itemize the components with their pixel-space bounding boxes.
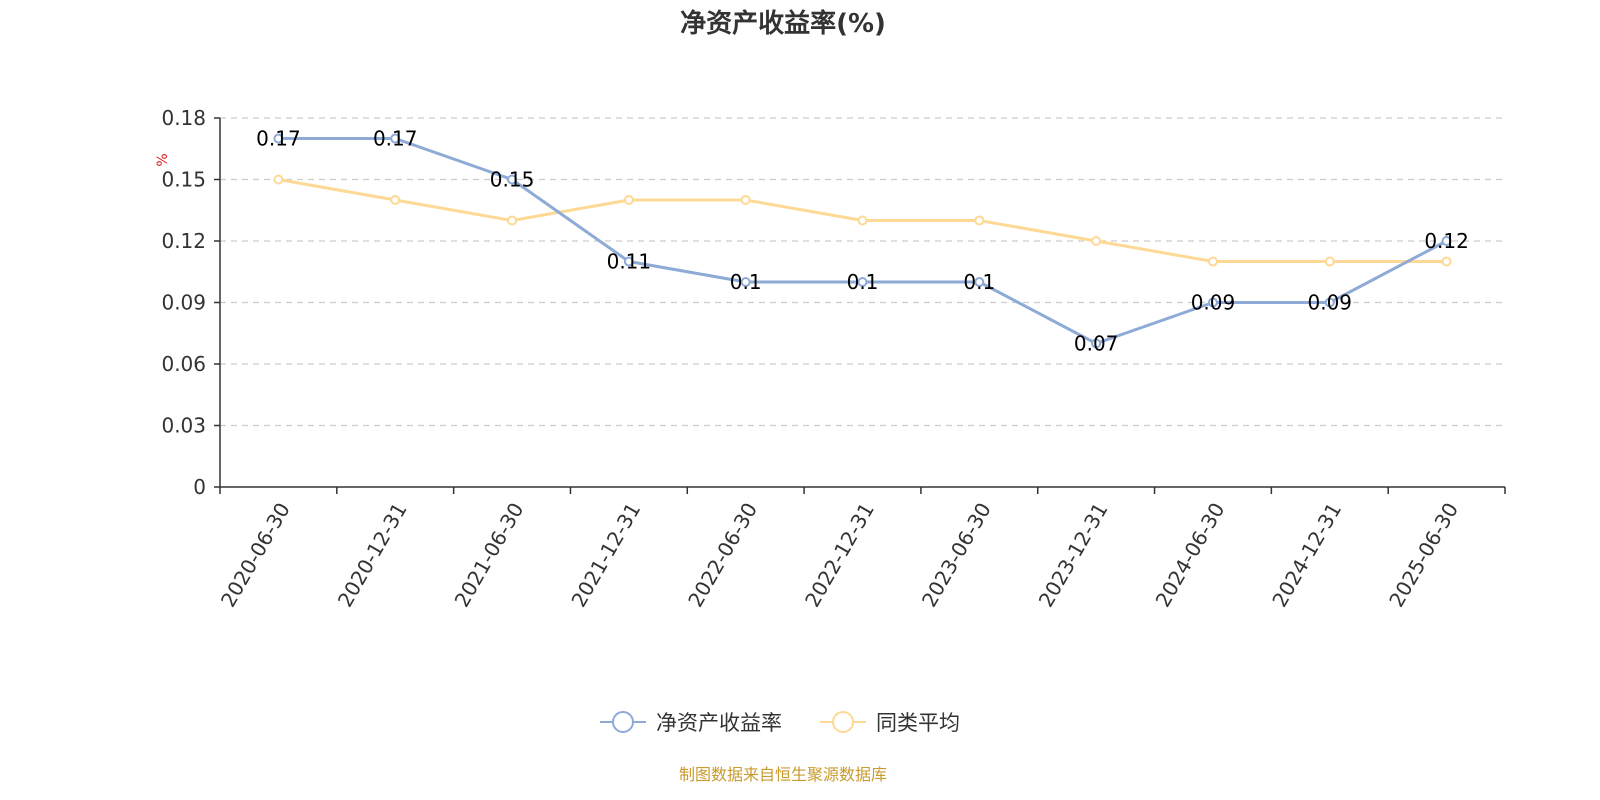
y-tick-label: 0.12 [161, 229, 206, 253]
series-point-0 [740, 277, 751, 287]
y-tick-label: 0 [193, 475, 206, 499]
data-label: 0.09 [1191, 291, 1236, 315]
x-tick-label: 2020-12-31 [333, 499, 412, 612]
x-tick-label: 2021-12-31 [566, 499, 645, 612]
series-point-0 [1441, 236, 1452, 246]
series-point-0 [1324, 297, 1335, 308]
legend-marker-0 [612, 711, 634, 733]
x-tick-label: 2023-12-31 [1034, 499, 1113, 612]
series-point-0 [273, 133, 284, 144]
series-point-1 [390, 195, 401, 205]
data-labels: 0.17 0.17 0.15 0.11 0.1 0.1 0.1 0.07 0.09 0.09 0.1… [256, 127, 1469, 356]
y-tick-label: 0.15 [161, 168, 206, 192]
legend-marker-1 [832, 711, 854, 733]
data-label: 0.17 [256, 127, 301, 151]
series-point-0 [974, 277, 985, 287]
series-point-1 [974, 215, 985, 226]
data-label: 0.09 [1308, 291, 1353, 315]
series-point-1 [273, 174, 284, 185]
legend-label-0: 净资产收益率 [656, 711, 782, 735]
data-label: 0.1 [847, 270, 879, 294]
series-point-1 [1441, 256, 1452, 267]
axes: 0 0.03 0.06 0.09 0.12 0.15 0.18 2020-06-30 2020-… [161, 106, 1506, 612]
data-label: 0.11 [607, 250, 652, 274]
y-tick-label: 0.03 [161, 414, 206, 438]
x-tick-label: 2025-06-30 [1384, 499, 1463, 612]
data-label: 0.1 [963, 270, 995, 294]
series-layer [273, 133, 1452, 349]
x-tick-label: 2020-06-30 [216, 499, 295, 612]
x-tick-label: 2023-06-30 [917, 498, 996, 611]
x-tick-label: 2024-06-30 [1151, 499, 1230, 612]
series-point-1 [1091, 236, 1102, 246]
y-tick-label: 0.09 [161, 291, 206, 315]
legend-label-1: 同类平均 [876, 711, 960, 735]
series-point-1 [1324, 256, 1335, 267]
grid-lines [220, 117, 1505, 427]
series-point-1 [623, 195, 634, 205]
series-point-1 [507, 215, 518, 226]
data-label: 0.07 [1074, 332, 1119, 356]
y-tick-label: 0.18 [161, 106, 206, 130]
series-point-0 [857, 277, 868, 287]
x-tick-label: 2024-12-31 [1267, 499, 1346, 612]
series-point-0 [390, 133, 401, 144]
series-point-0 [1091, 338, 1102, 349]
legend: 净资产收益率 同类平均 [600, 711, 960, 735]
x-tick-label: 2022-12-31 [800, 499, 879, 612]
series-point-0 [1207, 297, 1218, 308]
chart-title: 净资产收益率(%) [680, 8, 886, 39]
series-point-1 [740, 195, 751, 205]
series-point-0 [623, 256, 634, 267]
data-label: 0.1 [730, 270, 762, 294]
y-tick-label: 0.06 [161, 352, 206, 376]
data-label: 0.17 [373, 127, 418, 151]
series-point-0 [507, 174, 518, 185]
series-point-1 [1207, 256, 1218, 267]
data-label: 0.15 [490, 168, 535, 192]
y-axis-unit: % [155, 153, 171, 166]
series-point-1 [857, 215, 868, 226]
source-note: 制图数据来自恒生聚源数据库 [679, 765, 887, 784]
x-tick-label: 2022-06-30 [683, 499, 762, 612]
data-label: 0.12 [1424, 229, 1469, 253]
x-tick-label: 2021-06-30 [450, 499, 529, 612]
